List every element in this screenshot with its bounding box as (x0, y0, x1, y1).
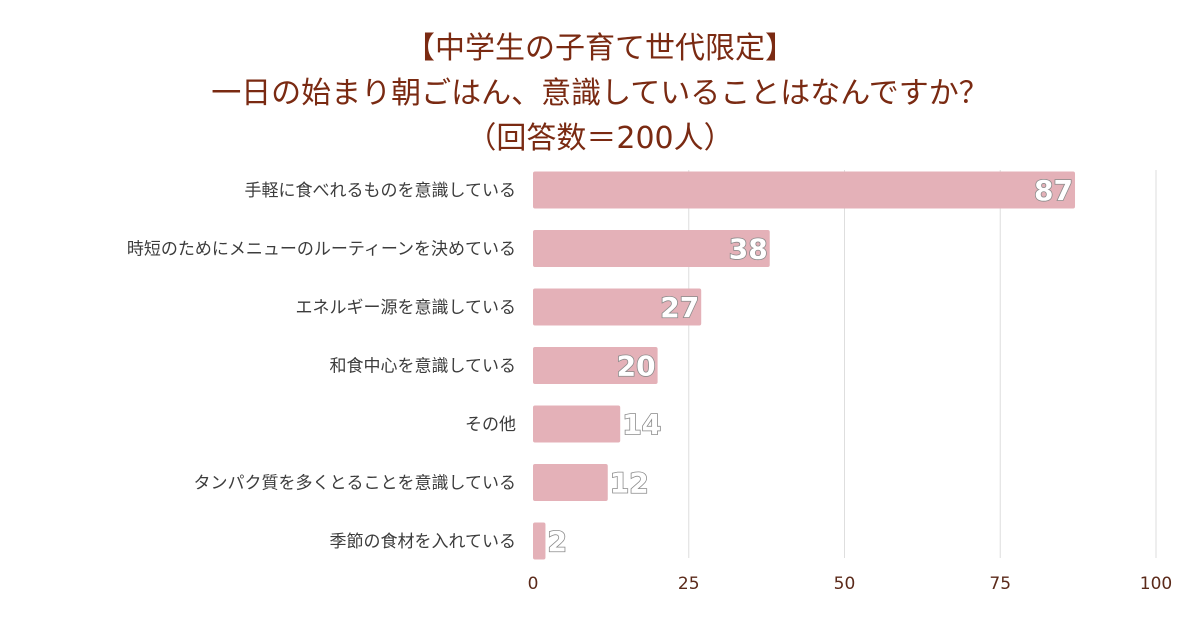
category-label: 季節の食材を入れている (330, 532, 517, 552)
x-tick-label: 100 (1140, 574, 1172, 594)
bar (533, 464, 608, 501)
x-tick-label: 25 (678, 574, 700, 594)
bar (533, 522, 546, 560)
category-label: 時短のためにメニューのルーティーンを決めている (127, 240, 516, 260)
bar (533, 171, 1076, 209)
value-label: 27 (660, 291, 699, 324)
bar (533, 230, 770, 267)
x-tick-label: 75 (989, 574, 1011, 594)
chart-title: 【中学生の子育て世代限定】 一日の始まり朝ごはん、意識していることはなんですか？… (0, 26, 1200, 161)
value-label: 14 (622, 408, 661, 441)
value-label: 12 (610, 467, 649, 500)
value-label: 38 (729, 233, 768, 266)
bar-layer (533, 171, 1076, 560)
title-line-1: 【中学生の子育て世代限定】 (405, 31, 795, 66)
category-label: 和食中心を意識している (330, 357, 517, 377)
title-line-2: 一日の始まり朝ごはん、意識していることはなんですか？ (211, 76, 989, 111)
value-label: 2 (547, 525, 566, 558)
category-label: タンパク質を多くとることを意識している (194, 474, 517, 494)
grid-layer (688, 170, 1157, 558)
x-tick-label: 50 (834, 574, 856, 594)
value-label: 20 (617, 350, 656, 383)
category-label: その他 (465, 415, 516, 435)
bar (533, 288, 702, 326)
value-label: 87 (1034, 174, 1073, 207)
bar (533, 405, 621, 443)
category-label: 手軽に食べれるものを意識している (245, 181, 517, 201)
title-line-3: （回答数＝200人） (466, 121, 734, 156)
label-layer: 0 25 50 75 100 手軽に食べれるものを意識している 87 時短のためにメニューのル… (127, 173, 1172, 594)
category-label: エネルギー源を意識している (296, 298, 517, 318)
bar (533, 347, 658, 384)
x-tick-label: 0 (528, 574, 539, 594)
